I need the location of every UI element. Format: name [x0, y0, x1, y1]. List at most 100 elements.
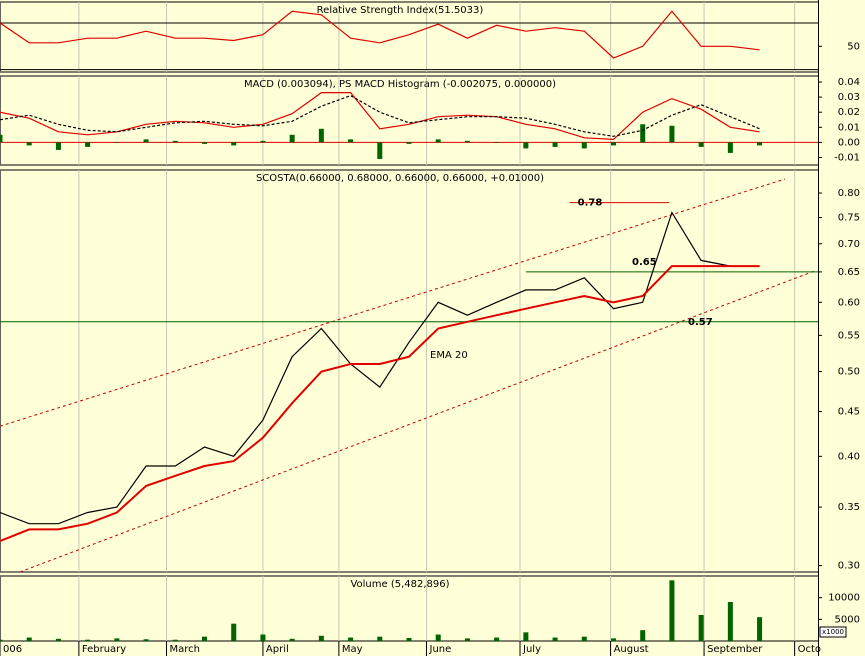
- bar: [611, 142, 616, 146]
- level-label: 0.57: [688, 317, 713, 328]
- x-tick-label: August: [614, 644, 649, 655]
- bar: [435, 139, 441, 143]
- x-tick-label: May: [342, 644, 363, 655]
- x-tick-label: July: [522, 644, 541, 655]
- bar: [523, 632, 529, 641]
- x-tick-label: February: [82, 644, 126, 655]
- bar: [348, 139, 354, 143]
- bar: [260, 140, 266, 143]
- x-tick-label: June: [429, 644, 452, 655]
- bar: [289, 638, 295, 641]
- bar: [406, 637, 412, 641]
- panel-title: Relative Strength Index(51.5033): [317, 5, 484, 16]
- series-line: [0, 10, 760, 59]
- level-label: 0.78: [578, 198, 603, 209]
- bar: [231, 623, 237, 641]
- bar: [698, 615, 704, 641]
- y-tick-label: 0.03: [838, 92, 860, 103]
- channel-line: [0, 178, 786, 427]
- x-tick-label: Octo: [798, 644, 821, 655]
- bar: [260, 634, 266, 641]
- y-tick-label: 0.35: [838, 502, 860, 513]
- y-tick-label: 0.45: [838, 407, 860, 418]
- x-tick-label: 006: [3, 644, 22, 655]
- bar: [494, 142, 500, 143]
- bar: [377, 636, 383, 641]
- bar: [464, 140, 470, 143]
- y-tick-label: 5000: [835, 614, 860, 625]
- panel-title: MACD (0.003094), PS MACD Histogram (-0.0…: [244, 79, 556, 90]
- bar: [757, 142, 763, 146]
- bar: [640, 630, 646, 641]
- level-label: 0.65: [632, 257, 657, 268]
- bar: [0, 134, 3, 143]
- bar: [55, 638, 61, 641]
- bar: [231, 142, 237, 146]
- bar: [494, 637, 500, 641]
- x-tick-label: September: [707, 644, 763, 655]
- series-line: [0, 265, 760, 543]
- bar: [435, 634, 441, 641]
- bar: [143, 139, 149, 143]
- bar: [0, 639, 3, 641]
- bar: [85, 142, 91, 147]
- bar: [202, 636, 207, 641]
- bar: [114, 638, 120, 641]
- y-tick-label: 50: [847, 41, 860, 52]
- bar: [289, 134, 295, 143]
- bar: [611, 638, 616, 641]
- y-tick-label: 0.40: [838, 451, 860, 462]
- y-tick-label: 10000: [828, 593, 860, 604]
- y-tick-label: 0.75: [838, 213, 860, 224]
- bar: [26, 142, 32, 146]
- series-line: [0, 211, 760, 525]
- bar: [669, 580, 675, 641]
- bar: [727, 602, 733, 641]
- y-tick-label: 0.02: [838, 107, 860, 118]
- bar: [348, 637, 354, 641]
- panel-title: Volume (5,482,896): [350, 579, 449, 590]
- y-tick-label: 0.65: [838, 267, 860, 278]
- bar: [669, 125, 675, 143]
- y-tick-label: 0.00: [838, 137, 860, 148]
- bar: [26, 637, 32, 641]
- unit-note: x1000: [822, 628, 844, 636]
- channel-line: [19, 270, 816, 573]
- bar: [143, 639, 149, 641]
- y-tick-label: 0.04: [838, 77, 860, 88]
- bar: [172, 140, 178, 143]
- y-tick-label: 0.80: [838, 188, 860, 199]
- y-tick-label: -0.01: [834, 152, 860, 163]
- bar: [172, 639, 178, 641]
- bar: [55, 142, 61, 150]
- bar: [552, 637, 558, 641]
- unit-box: [819, 626, 847, 638]
- bar: [727, 142, 733, 153]
- bar: [581, 142, 587, 149]
- y-tick-label: 0.30: [838, 561, 860, 572]
- y-tick-label: 0.70: [838, 239, 860, 250]
- y-tick-label: 0.60: [838, 297, 860, 308]
- y-tick-label: 0.50: [838, 367, 860, 378]
- y-tick-label: 0.55: [838, 330, 860, 341]
- bar: [581, 636, 587, 641]
- bar: [406, 142, 412, 144]
- panel-title: SCOSTA(0.66000, 0.68000, 0.66000, 0.6600…: [256, 173, 544, 184]
- bar: [523, 142, 529, 149]
- series-label: EMA 20: [430, 350, 468, 361]
- series-line: [0, 94, 760, 137]
- bar: [377, 142, 383, 159]
- bar: [114, 142, 120, 143]
- x-tick-label: April: [266, 644, 289, 655]
- bar: [640, 124, 646, 143]
- series-line: [0, 92, 760, 141]
- bar: [464, 638, 470, 641]
- bar: [318, 128, 324, 143]
- x-tick-label: March: [170, 644, 200, 655]
- y-tick-label: 0.01: [838, 122, 860, 133]
- bar: [202, 142, 207, 144]
- bar: [318, 635, 324, 641]
- bar: [698, 142, 704, 147]
